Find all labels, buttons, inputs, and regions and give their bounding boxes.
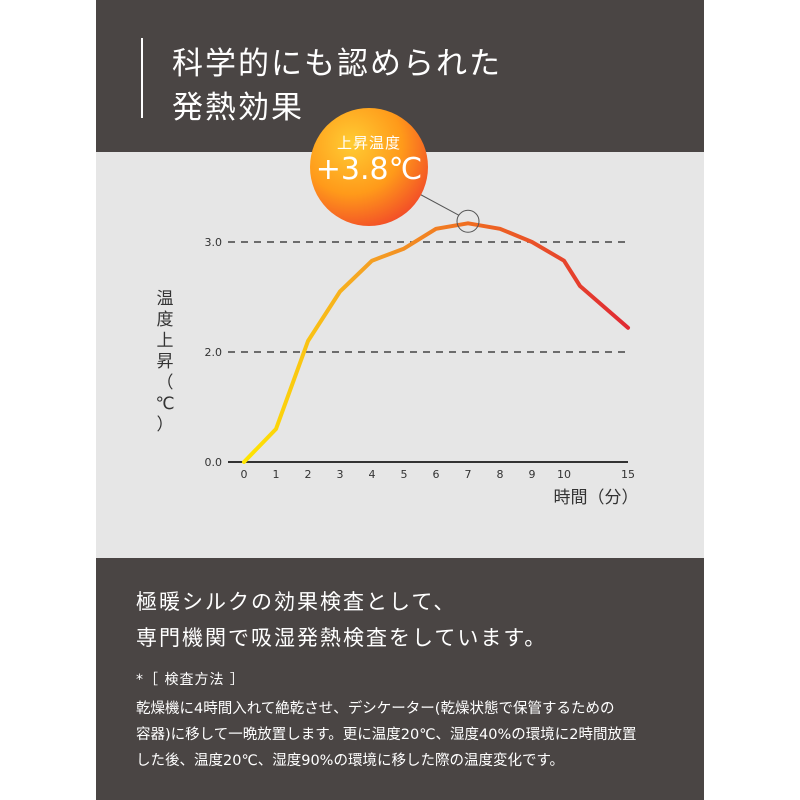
y-axis-label-char: 昇 [157,352,174,372]
x-tick-label: 10 [557,468,571,481]
series-line [242,221,630,464]
data-point [306,339,310,343]
x-tick-label: 15 [621,468,635,481]
data-point [402,247,406,251]
data-point [370,259,374,263]
chart-area [96,152,704,558]
x-tick-label: 8 [497,468,504,481]
x-tick-label: 5 [401,468,408,481]
y-axis-label-char: 温 [157,289,174,309]
data-point [562,259,566,263]
y-axis-label-char: 上 [157,331,174,351]
y-axis-label-char: ） [157,415,174,435]
method-heading: *［ 検査方法 ］ [136,672,245,688]
y-axis-label-char: 度 [157,310,174,330]
temperature-rise-badge: 上昇温度 +3.8℃ [310,108,428,226]
data-point [626,326,630,330]
y-axis-label-char: （ [157,373,174,393]
x-tick-label: 3 [337,468,344,481]
x-tick-label: 1 [273,468,280,481]
title-line-1: 科学的にも認められた [172,46,502,82]
x-tick-label: 7 [465,468,472,481]
title-line-2: 発熱効果 [172,90,304,126]
method-line-1: 乾燥機に4時間入れて絶乾させ、デシケーター(乾燥状態で保管するための [136,701,615,717]
description-line-2: 専門機関で吸湿発熱検査をしています。 [136,626,548,650]
data-point [338,290,342,294]
data-point [434,227,438,231]
data-point [530,240,534,244]
x-axis-label: 時間（分） [554,488,639,508]
x-tick-label: 9 [529,468,536,481]
method-line-2: 容器)に移して一晩放置します。更に温度20℃、湿度40%の環境に2時間放置 [136,727,637,743]
badge-value: +3.8℃ [315,152,423,187]
method-line-3: した後、温度20℃、湿度90%の環境に移した際の温度変化です。 [136,753,565,769]
y-tick-label: 0.0 [205,456,223,469]
badge-label: 上昇温度 [336,134,401,152]
title-accent-bar [141,38,143,118]
peak-highlight-circle [456,209,480,233]
data-point [498,227,502,231]
y-tick-label: 3.0 [205,236,223,249]
description-line-1: 極暖シルクの効果検査として、 [136,590,457,614]
y-tick-label: 2.0 [205,346,223,359]
x-tick-label: 2 [305,468,312,481]
data-point [578,284,582,288]
x-tick-label: 6 [433,468,440,481]
data-point [466,221,470,225]
data-point [274,427,278,431]
data-point [242,460,246,464]
x-tick-label: 4 [369,468,376,481]
y-axis-label-char: ℃ [155,394,174,414]
x-tick-label: 0 [241,468,248,481]
